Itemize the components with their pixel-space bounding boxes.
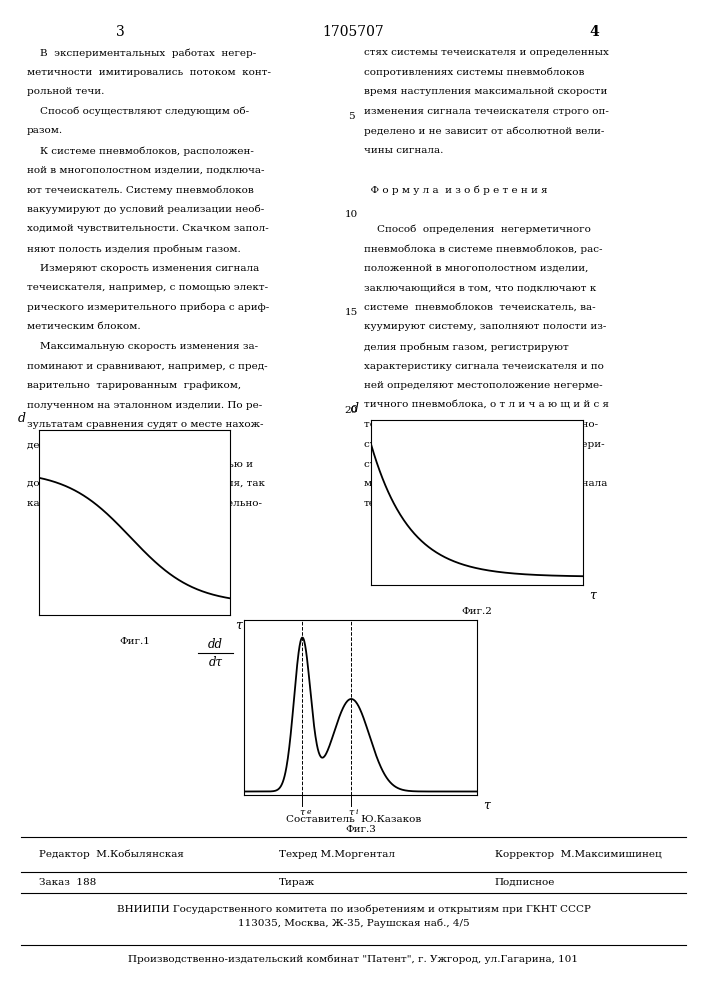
Text: d: d bbox=[18, 412, 26, 425]
Text: течеискателя.: течеискателя. bbox=[364, 499, 443, 508]
Text: dτ: dτ bbox=[209, 656, 223, 669]
Text: рольной течи.: рольной течи. bbox=[27, 87, 104, 96]
Text: dd: dd bbox=[208, 638, 223, 651]
Text: сти, в качестве регистрируемой характери-: сти, в качестве регистрируемой характери… bbox=[364, 440, 604, 449]
Text: метичности  имитировались  потоком  конт-: метичности имитировались потоком конт- bbox=[27, 68, 271, 77]
Text: поминают и сравнивают, например, с пред-: поминают и сравнивают, например, с пред- bbox=[27, 362, 267, 371]
Text: Способ  определения  негерметичного: Способ определения негерметичного bbox=[364, 224, 591, 234]
Text: ходимой чувствительности. Скачком запол-: ходимой чувствительности. Скачком запол- bbox=[27, 224, 269, 233]
Text: 4: 4 bbox=[589, 25, 599, 39]
Text: В  экспериментальных  работах  негер-: В экспериментальных работах негер- bbox=[27, 48, 256, 57]
Text: Фиг.2: Фиг.2 bbox=[462, 607, 493, 616]
Text: τ: τ bbox=[589, 589, 596, 602]
Text: достоверностью результатов контроля, так: достоверностью результатов контроля, так bbox=[27, 479, 265, 488]
Text: Составитель  Ю.Казаков: Составитель Ю.Казаков bbox=[286, 815, 421, 824]
Text: полученном на эталонном изделии. По ре-: полученном на эталонном изделии. По ре- bbox=[27, 401, 262, 410]
Text: дения негерметичного пневмоблока.: дения негерметичного пневмоблока. bbox=[27, 440, 231, 450]
Text: няют полость изделия пробным газом.: няют полость изделия пробным газом. bbox=[27, 244, 240, 253]
Text: τ: τ bbox=[235, 619, 243, 632]
Text: 113035, Москва, Ж-35, Раушская наб., 4/5: 113035, Москва, Ж-35, Раушская наб., 4/5 bbox=[238, 918, 469, 928]
Text: Заказ  188: Заказ 188 bbox=[39, 878, 96, 887]
Text: чины сигнала.: чины сигнала. bbox=[364, 146, 443, 155]
Text: делия пробным газом, регистрируют: делия пробным газом, регистрируют bbox=[364, 342, 569, 352]
Text: Тираж: Тираж bbox=[279, 878, 315, 887]
Text: куумируют систему, заполняют полости из-: куумируют систему, заполняют полости из- bbox=[364, 322, 607, 331]
Text: 10: 10 bbox=[345, 210, 358, 219]
Text: стях системы течеискателя и определенных: стях системы течеискателя и определенных bbox=[364, 48, 609, 57]
Text: сопротивлениях системы пневмоблоков: сопротивлениях системы пневмоблоков bbox=[364, 68, 585, 77]
Text: ней определяют местоположение негерме-: ней определяют местоположение негерме- bbox=[364, 381, 603, 390]
Text: Фиг.1: Фиг.1 bbox=[119, 637, 150, 646]
Text: 20: 20 bbox=[345, 406, 358, 415]
Text: вакуумируют до условий реализации необ-: вакуумируют до условий реализации необ- bbox=[27, 205, 264, 214]
Text: ют течеискатель. Систему пневмоблоков: ют течеискатель. Систему пневмоблоков bbox=[27, 185, 254, 195]
Text: Измеряют скорость изменения сигнала: Измеряют скорость изменения сигнала bbox=[27, 264, 259, 273]
Text: системе  пневмоблоков  течеискатель, ва-: системе пневмоблоков течеискатель, ва- bbox=[364, 303, 596, 312]
Text: ределено и не зависит от абсолютной вели-: ределено и не зависит от абсолютной вели… bbox=[364, 126, 604, 136]
Text: характеристику сигнала течеискателя и по: характеристику сигнала течеискателя и по bbox=[364, 362, 604, 371]
Text: Производственно-издательский комбинат "Патент", г. Ужгород, ул.Гагарина, 101: Производственно-издательский комбинат "П… bbox=[129, 955, 578, 964]
Text: i: i bbox=[356, 808, 358, 816]
Text: изменения сигнала течеискателя строго оп-: изменения сигнала течеискателя строго оп… bbox=[364, 107, 609, 116]
Text: 3: 3 bbox=[116, 25, 124, 39]
Text: 1705707: 1705707 bbox=[322, 25, 385, 39]
Text: τ: τ bbox=[483, 799, 490, 812]
Text: ной в многополостном изделии, подключа-: ной в многополостном изделии, подключа- bbox=[27, 166, 264, 175]
Text: 15: 15 bbox=[345, 308, 358, 317]
Text: время наступления максимальной скорости: время наступления максимальной скорости bbox=[364, 87, 607, 96]
Text: К системе пневмоблоков, расположен-: К системе пневмоблоков, расположен- bbox=[27, 146, 254, 155]
Text: тем, что, с целью повышения  достоверно-: тем, что, с целью повышения достоверно- bbox=[364, 420, 598, 429]
Text: как при фиксированных производительно-: как при фиксированных производительно- bbox=[27, 499, 262, 508]
Text: Максимальную скорость изменения за-: Максимальную скорость изменения за- bbox=[27, 342, 258, 351]
Text: пневмоблока в системе пневмоблоков, рас-: пневмоблока в системе пневмоблоков, рас- bbox=[364, 244, 602, 253]
Text: 5: 5 bbox=[348, 112, 355, 121]
Text: Способ обладает высокой точностью и: Способ обладает высокой точностью и bbox=[27, 460, 253, 469]
Text: зультатам сравнения судят о месте нахож-: зультатам сравнения судят о месте нахож- bbox=[27, 420, 264, 429]
Text: максимальной скорости изменения сигнала: максимальной скорости изменения сигнала bbox=[364, 479, 607, 488]
Text: течеискателя, например, с помощью элект-: течеискателя, например, с помощью элект- bbox=[27, 283, 268, 292]
Text: рического измерительного прибора с ариф-: рического измерительного прибора с ариф- bbox=[27, 303, 269, 312]
Text: τ: τ bbox=[349, 808, 354, 817]
Text: d: d bbox=[351, 402, 358, 415]
Text: метическим блоком.: метическим блоком. bbox=[27, 322, 141, 331]
Text: Способ осуществляют следующим об-: Способ осуществляют следующим об- bbox=[27, 107, 249, 116]
Text: Ф о р м у л а  и з о б р е т е н и я: Ф о р м у л а и з о б р е т е н и я bbox=[364, 185, 548, 195]
Text: ВНИИПИ Государственного комитета по изобретениям и открытиям при ГКНТ СССР: ВНИИПИ Государственного комитета по изоб… bbox=[117, 905, 590, 914]
Text: Техред М.Моргентал: Техред М.Моргентал bbox=[279, 850, 395, 859]
Text: Подписное: Подписное bbox=[495, 878, 555, 887]
Text: тичного пневмоблока, о т л и ч а ю щ и й с я: тичного пневмоблока, о т л и ч а ю щ и й… bbox=[364, 401, 609, 410]
Text: Редактор  М.Кобылянская: Редактор М.Кобылянская bbox=[39, 850, 184, 859]
Text: варительно  тарированным  графиком,: варительно тарированным графиком, bbox=[27, 381, 241, 390]
Text: e: e bbox=[307, 808, 311, 816]
Text: Фиг.3: Фиг.3 bbox=[345, 825, 376, 834]
Text: разом.: разом. bbox=[27, 126, 63, 135]
Text: стики используют время достижения: стики используют время достижения bbox=[364, 460, 571, 469]
Text: заключающийся в том, что подключают к: заключающийся в том, что подключают к bbox=[364, 283, 597, 292]
Text: τ: τ bbox=[300, 808, 305, 817]
Text: Корректор  М.Максимишинец: Корректор М.Максимишинец bbox=[495, 850, 662, 859]
Text: положенной в многополостном изделии,: положенной в многополостном изделии, bbox=[364, 264, 588, 273]
